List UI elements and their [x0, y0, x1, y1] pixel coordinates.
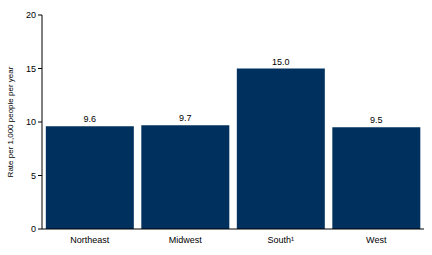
svg-text:South¹: South¹: [267, 235, 294, 245]
svg-text:15: 15: [26, 64, 36, 74]
svg-text:Rate per 1,000 people per year: Rate per 1,000 people per year: [8, 66, 15, 177]
svg-text:20: 20: [26, 10, 36, 20]
svg-text:9.7: 9.7: [179, 113, 192, 123]
svg-text:Northeast: Northeast: [70, 235, 110, 245]
svg-text:West: West: [366, 235, 387, 245]
svg-text:9.5: 9.5: [370, 115, 383, 125]
svg-text:9.6: 9.6: [84, 114, 97, 124]
svg-text:0: 0: [31, 224, 36, 234]
svg-text:5: 5: [31, 171, 36, 181]
svg-text:15.0: 15.0: [272, 57, 290, 67]
svg-text:10: 10: [26, 117, 36, 127]
svg-text:Midwest: Midwest: [169, 235, 203, 245]
